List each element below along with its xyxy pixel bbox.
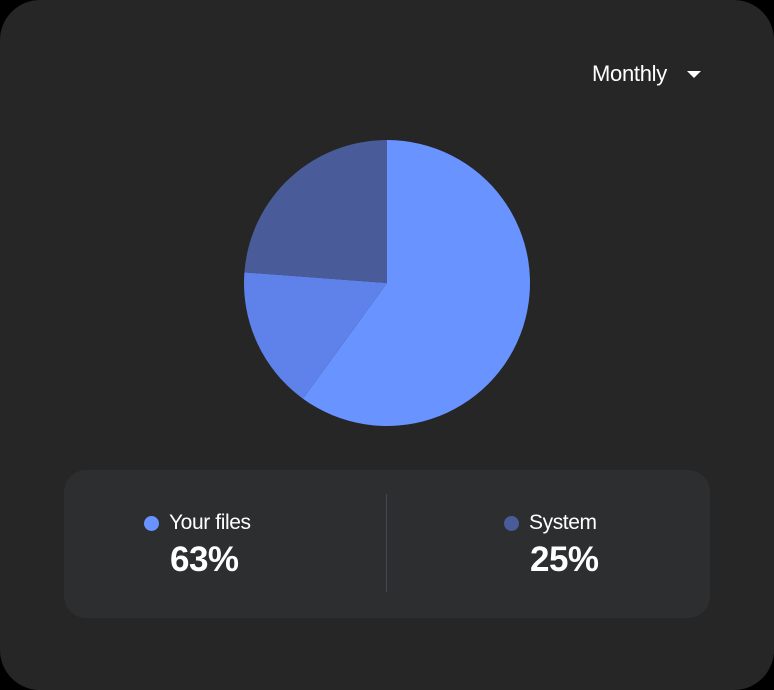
legend-label-system: System (529, 511, 597, 534)
legend-value-system: 25% (530, 540, 599, 579)
legend-label-your-files: Your files (169, 511, 251, 534)
chevron-down-icon[interactable] (686, 70, 701, 78)
legend-value-your-files: 63% (170, 540, 239, 579)
pie-slice-system (244, 140, 387, 283)
legend-dot-your-files (144, 515, 159, 531)
legend-dot-system (504, 515, 519, 531)
pie-slice-your-files (302, 140, 530, 426)
pie-slice-other (244, 272, 387, 399)
legend-item-system: System 25% (504, 510, 599, 580)
period-dropdown[interactable]: Monthly (592, 58, 701, 90)
period-dropdown-label: Monthly (592, 61, 667, 86)
legend-item-your-files: Your files 63% (144, 510, 251, 580)
legend-divider (386, 494, 387, 592)
pie-chart (244, 140, 530, 426)
legend-panel: Your files 63% System 25% (64, 470, 710, 618)
